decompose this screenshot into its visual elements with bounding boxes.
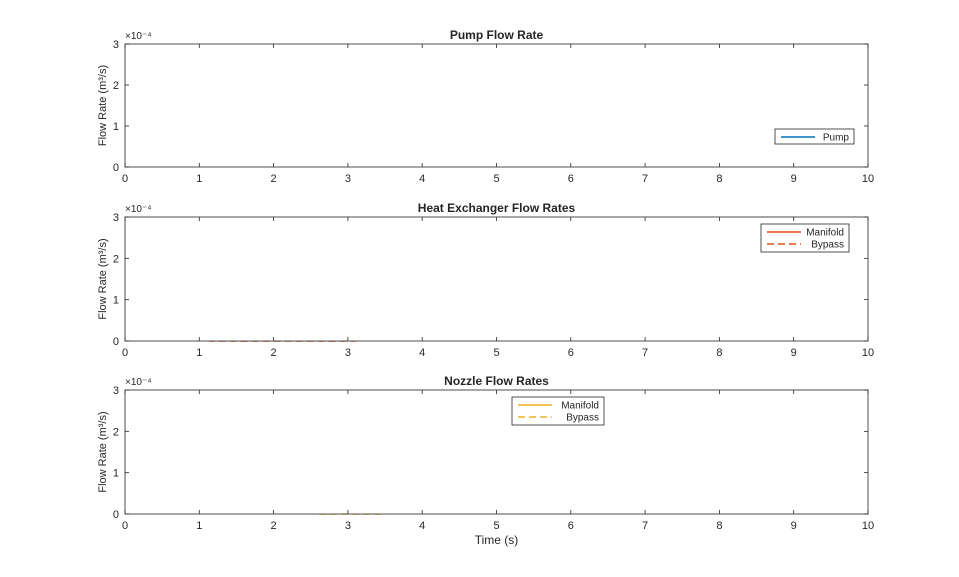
y-tick-label: 1	[113, 468, 119, 480]
x-tick-label: 10	[862, 520, 874, 532]
chart-title: Nozzle Flow Rates	[444, 374, 549, 388]
y-tick-label: 2	[113, 426, 119, 438]
x-tick-label: 1	[196, 173, 202, 185]
x-axis-label: Time (s)	[475, 533, 519, 547]
y-exponent-label: ×10⁻⁴	[125, 31, 152, 42]
x-tick-label: 1	[196, 347, 202, 359]
x-tick-label: 9	[791, 347, 797, 359]
legend-entry: Manifold	[806, 228, 844, 239]
legend-entry: Bypass	[811, 240, 844, 251]
y-tick-label: 3	[113, 212, 119, 224]
x-tick-label: 10	[862, 173, 874, 185]
x-tick-label: 9	[791, 173, 797, 185]
x-tick-label: 0	[122, 347, 128, 359]
x-tick-label: 4	[419, 173, 425, 185]
axes-box	[124, 43, 869, 168]
x-tick-label: 7	[642, 173, 648, 185]
x-tick-label: 3	[345, 347, 351, 359]
y-tick-label: 0	[113, 162, 119, 174]
y-tick-label: 1	[113, 295, 119, 307]
y-tick-label: 3	[113, 385, 119, 397]
y-tick-label: 1	[113, 121, 119, 133]
x-tick-label: 8	[716, 173, 722, 185]
y-exponent-label: ×10⁻⁴	[125, 204, 152, 215]
x-tick-label: 6	[568, 520, 574, 532]
legend-box	[511, 396, 605, 426]
x-tick-label: 1	[196, 520, 202, 532]
x-tick-label: 9	[791, 520, 797, 532]
axes-box	[124, 389, 869, 515]
legend-box	[760, 223, 850, 253]
y-tick-label: 0	[113, 336, 119, 348]
y-tick-label: 2	[113, 80, 119, 92]
x-tick-label: 8	[716, 347, 722, 359]
x-tick-label: 4	[419, 520, 425, 532]
x-tick-label: 3	[345, 173, 351, 185]
axes-2: 0 1 2 3 4 5 6 7 8 9 10 0 1 2 3 ×10⁻⁴ Heat Exchanger Flow…	[97, 201, 874, 359]
y-axis-label: Flow Rate (m³/s)	[97, 65, 109, 146]
x-tick-label: 6	[568, 173, 574, 185]
x-tick-label: 5	[493, 520, 499, 532]
x-tick-label: 10	[862, 347, 874, 359]
x-tick-label: 6	[568, 347, 574, 359]
legend: Pump	[774, 128, 855, 145]
legend-entry: Pump	[823, 133, 850, 144]
y-tick-label: 3	[113, 39, 119, 51]
legend-entry: Bypass	[566, 413, 599, 424]
x-tick-label: 5	[493, 347, 499, 359]
x-tick-label: 5	[493, 173, 499, 185]
x-tick-label: 0	[122, 173, 128, 185]
legend-entry: Manifold	[561, 401, 599, 412]
y-tick-label: 2	[113, 253, 119, 265]
x-tick-label: 0	[122, 520, 128, 532]
y-exponent-label: ×10⁻⁴	[125, 377, 152, 388]
x-tick-label: 2	[271, 173, 277, 185]
x-tick-label: 2	[271, 520, 277, 532]
axes-3: 0 1 2 3 4 5 6 7 8 9 10 0 1 2 3 ×10⁻⁴ Nozzle Flow Rates Fl…	[97, 374, 874, 547]
axes-1: 0 1 2 3 4 5 6 7 8 9 10 0 1 2 3 ×10⁻⁴ Pump Flow Rate Flow …	[97, 28, 874, 185]
axes-box	[124, 216, 869, 342]
x-tick-label: 7	[642, 520, 648, 532]
x-tick-label: 8	[716, 520, 722, 532]
chart-title: Heat Exchanger Flow Rates	[418, 201, 576, 215]
x-tick-label: 7	[642, 347, 648, 359]
x-tick-label: 2	[271, 347, 277, 359]
y-tick-label: 0	[113, 509, 119, 521]
y-axis-label: Flow Rate (m³/s)	[97, 411, 109, 492]
chart-title: Pump Flow Rate	[450, 28, 544, 42]
x-tick-label: 4	[419, 347, 425, 359]
y-axis-label: Flow Rate (m³/s)	[97, 238, 109, 319]
x-tick-label: 3	[345, 520, 351, 532]
